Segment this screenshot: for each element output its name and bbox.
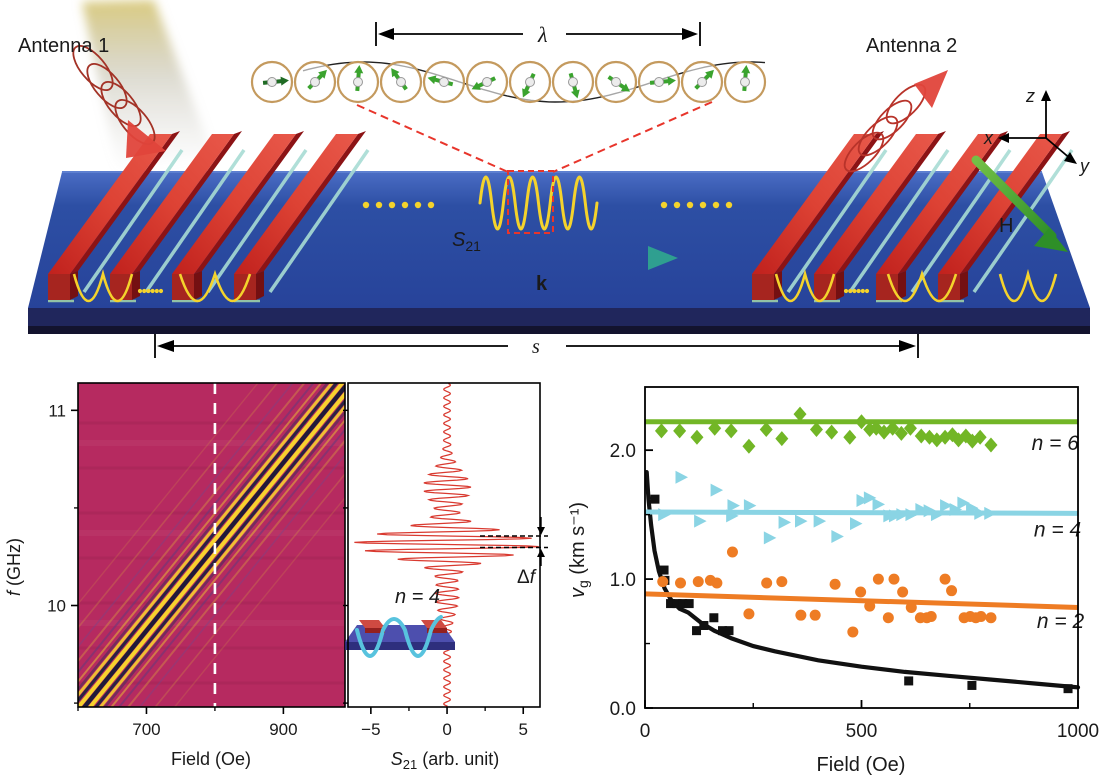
series-n2	[644, 546, 1079, 638]
delta-f-annotation: Δf	[480, 517, 548, 588]
svg-text:2.0: 2.0	[610, 441, 636, 462]
series-label: n = 6	[1032, 432, 1080, 455]
inset-mode-label: n = 4	[395, 586, 440, 608]
lambda-label: λ	[537, 22, 548, 47]
svg-text:0.0: 0.0	[610, 699, 636, 720]
trace-xlabel: S21 (arb. unit)	[391, 749, 500, 772]
series-n6	[645, 406, 1078, 454]
transmission-heatmap-panel: 700 900 10 11 Field (Oe) f (GHz)	[4, 382, 346, 769]
heatmap-ticks: 700 900 10 11	[47, 401, 297, 739]
trace-ticks: −5 0 5	[343, 409, 528, 739]
svg-text:−5: −5	[361, 720, 380, 739]
antenna-field-loops	[72, 268, 1058, 303]
h-field-label: H	[999, 215, 1013, 237]
antenna2-microwave-coil	[843, 70, 948, 173]
heatmap-plot-area	[78, 383, 345, 707]
bias-field-arrow	[971, 155, 1068, 252]
spin-precession-chain	[250, 60, 767, 104]
group-velocity-panel: n = 2 n = 4 n = 6 0 500 1000 0.0 1.0 2.0 Field …	[567, 386, 1100, 776]
spin-wave-packet	[356, 101, 713, 234]
heatmap-frame	[77, 382, 346, 708]
s21-label: S21	[452, 229, 481, 254]
svg-text:500: 500	[846, 721, 878, 742]
coordinate-axes	[998, 90, 1077, 164]
antenna2-label: Antenna 2	[866, 35, 957, 57]
scatter-ylabel: vg (km s⁻¹)	[567, 502, 591, 598]
svg-text:10: 10	[47, 597, 66, 616]
scatter-plot-area: n = 2 n = 4 n = 6	[644, 406, 1085, 694]
svg-text:700: 700	[132, 720, 160, 739]
series-uniformmode	[644, 470, 1081, 694]
scatter-frame	[644, 386, 1079, 709]
magnifier-box	[507, 170, 554, 234]
wavelength-annotation	[375, 22, 701, 46]
z-axis-label: z	[1025, 86, 1035, 106]
svg-text:900: 900	[269, 720, 297, 739]
series-label: n = 2	[1037, 610, 1085, 633]
scatter-ticks: 0 500 1000 0.0 1.0 2.0	[610, 441, 1100, 742]
s21-trace	[354, 383, 539, 707]
separation-annotation	[154, 334, 919, 358]
svg-text:0: 0	[640, 721, 651, 742]
s21-trace-panel: n = 4 −5 0 5 Δf S21 (arb. unit)	[343, 382, 548, 772]
antenna1-microwave-coil	[72, 45, 166, 158]
y-axis-label: y	[1078, 156, 1090, 176]
spin-wave-ellipsis-dots	[362, 201, 733, 209]
delta-f-label: Δf	[517, 567, 537, 588]
antenna1-beam	[82, 0, 212, 172]
s-label: s	[532, 336, 540, 358]
heatmap-xlabel: Field (Oe)	[171, 749, 251, 769]
svg-text:1.0: 1.0	[610, 570, 636, 591]
svg-text:1000: 1000	[1057, 721, 1099, 742]
svg-text:11: 11	[48, 401, 66, 420]
mode-inset-cartoon	[345, 615, 455, 658]
trace-plot-area	[354, 383, 539, 707]
heatmap-ylabel: f (GHz)	[4, 538, 24, 596]
device-schematic: S21 k λ s	[18, 0, 1090, 358]
svg-text:0: 0	[442, 720, 451, 739]
series-n4	[644, 470, 1079, 545]
series-label: n = 4	[1034, 519, 1081, 542]
antenna1-label: Antenna 1	[18, 35, 109, 57]
s21-propagation-arrow: S21 k	[415, 229, 678, 295]
svg-text:5: 5	[519, 720, 528, 739]
x-axis-label: x	[983, 128, 994, 148]
trace-frame	[347, 382, 541, 708]
scatter-xlabel: Field (Oe)	[817, 754, 906, 776]
k-label: k	[536, 273, 548, 295]
